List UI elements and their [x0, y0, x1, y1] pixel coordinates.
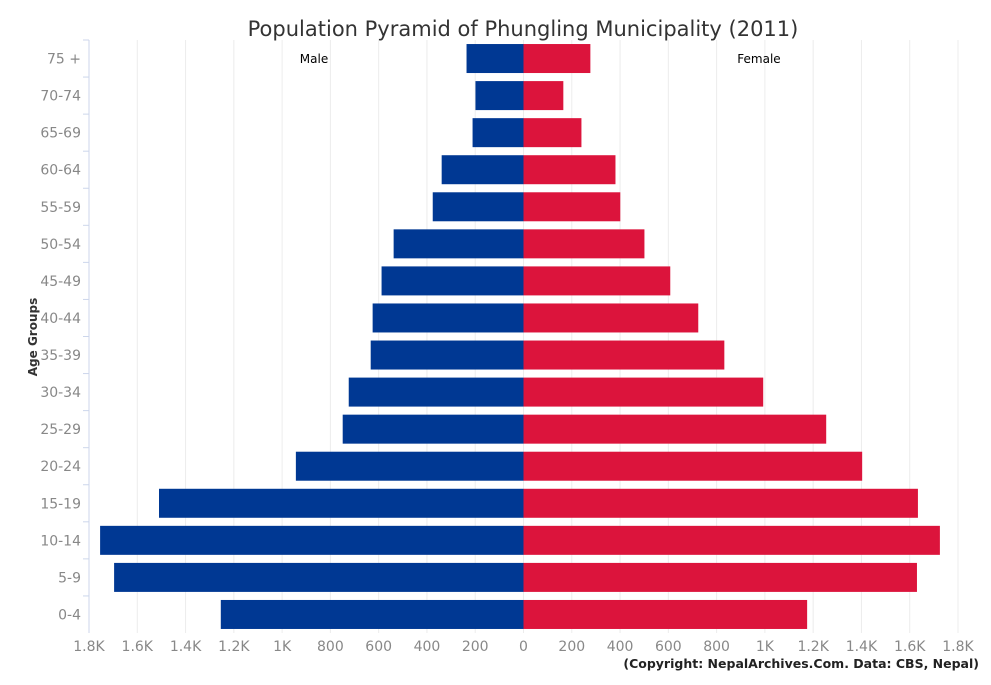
- y-tick-label: 10-14: [40, 533, 81, 549]
- y-axis-label: Age Groups: [26, 298, 40, 376]
- x-tick-label: 1K: [273, 639, 292, 655]
- bar-female: [523, 192, 621, 222]
- bar-female: [523, 229, 645, 259]
- x-tick-label: 1K: [756, 639, 775, 655]
- credit-text: (Copyright: NepalArchives.Com. Data: CBS…: [623, 656, 979, 671]
- bar-female: [523, 81, 564, 111]
- bar-female: [523, 525, 940, 555]
- x-tick-label: 1.8K: [73, 639, 105, 655]
- legend-male: Male: [300, 52, 328, 66]
- bar-female: [523, 44, 591, 74]
- y-tick-label: 30-34: [40, 385, 81, 401]
- x-tick-label: 1.2K: [797, 639, 829, 655]
- bar-female: [523, 414, 827, 444]
- bar-male: [466, 44, 524, 74]
- y-tick-label: 45-49: [40, 274, 81, 290]
- bar-female: [523, 303, 699, 333]
- x-tick-label: 1.4K: [170, 639, 202, 655]
- bar-male: [220, 599, 524, 629]
- x-tick-label: 0: [519, 639, 528, 655]
- bar-female: [523, 340, 725, 370]
- x-tick-label: 800: [703, 639, 730, 655]
- x-tick-label: 1.2K: [218, 639, 250, 655]
- y-tick-label: 40-44: [40, 311, 81, 327]
- bar-male: [381, 266, 524, 296]
- y-tick-label: 5-9: [58, 570, 81, 586]
- chart-title: Population Pyramid of Phungling Municipa…: [248, 17, 799, 41]
- bar-male: [370, 340, 524, 370]
- x-tick-label: 1.4K: [846, 639, 878, 655]
- bar-female: [523, 377, 764, 407]
- x-tick-label: 400: [607, 639, 634, 655]
- y-tick-label: 35-39: [40, 348, 81, 364]
- x-tick-label: 200: [462, 639, 489, 655]
- bar-male: [432, 192, 524, 222]
- bar-male: [393, 229, 524, 259]
- x-tick-label: 1.6K: [122, 639, 154, 655]
- y-tick-label: 0-4: [58, 607, 81, 623]
- y-tick-label: 50-54: [40, 237, 81, 253]
- x-tick-label: 600: [655, 639, 682, 655]
- bar-female: [523, 155, 616, 185]
- bar-male: [342, 414, 524, 444]
- y-tick-label: 60-64: [40, 163, 81, 179]
- x-tick-label: 1.6K: [894, 639, 926, 655]
- bar-female: [523, 562, 917, 592]
- bar-male: [372, 303, 524, 333]
- y-tick-label: 15-19: [40, 496, 81, 512]
- bar-female: [523, 118, 582, 148]
- bar-female: [523, 266, 671, 296]
- bar-male: [295, 451, 524, 481]
- y-tick-label: 55-59: [40, 200, 81, 216]
- y-tick-label: 20-24: [40, 459, 81, 475]
- legend-female: Female: [737, 52, 780, 66]
- y-tick-label: 25-29: [40, 422, 81, 438]
- x-tick-label: 600: [365, 639, 392, 655]
- x-tick-label: 400: [414, 639, 441, 655]
- bar-male: [475, 81, 524, 111]
- y-tick-label: 75 +: [47, 52, 81, 68]
- bar-female: [523, 599, 808, 629]
- x-tick-label: 200: [558, 639, 585, 655]
- bar-female: [523, 451, 863, 481]
- y-tick-label: 70-74: [40, 89, 81, 105]
- bar-male: [441, 155, 524, 185]
- bar-male: [114, 562, 524, 592]
- y-tick-label: 65-69: [40, 126, 81, 142]
- x-tick-label: 800: [317, 639, 344, 655]
- bar-male: [348, 377, 524, 407]
- bar-male: [159, 488, 524, 518]
- x-tick-label: 1.8K: [942, 639, 974, 655]
- bar-female: [523, 488, 918, 518]
- bar-male: [100, 525, 524, 555]
- bar-male: [472, 118, 524, 148]
